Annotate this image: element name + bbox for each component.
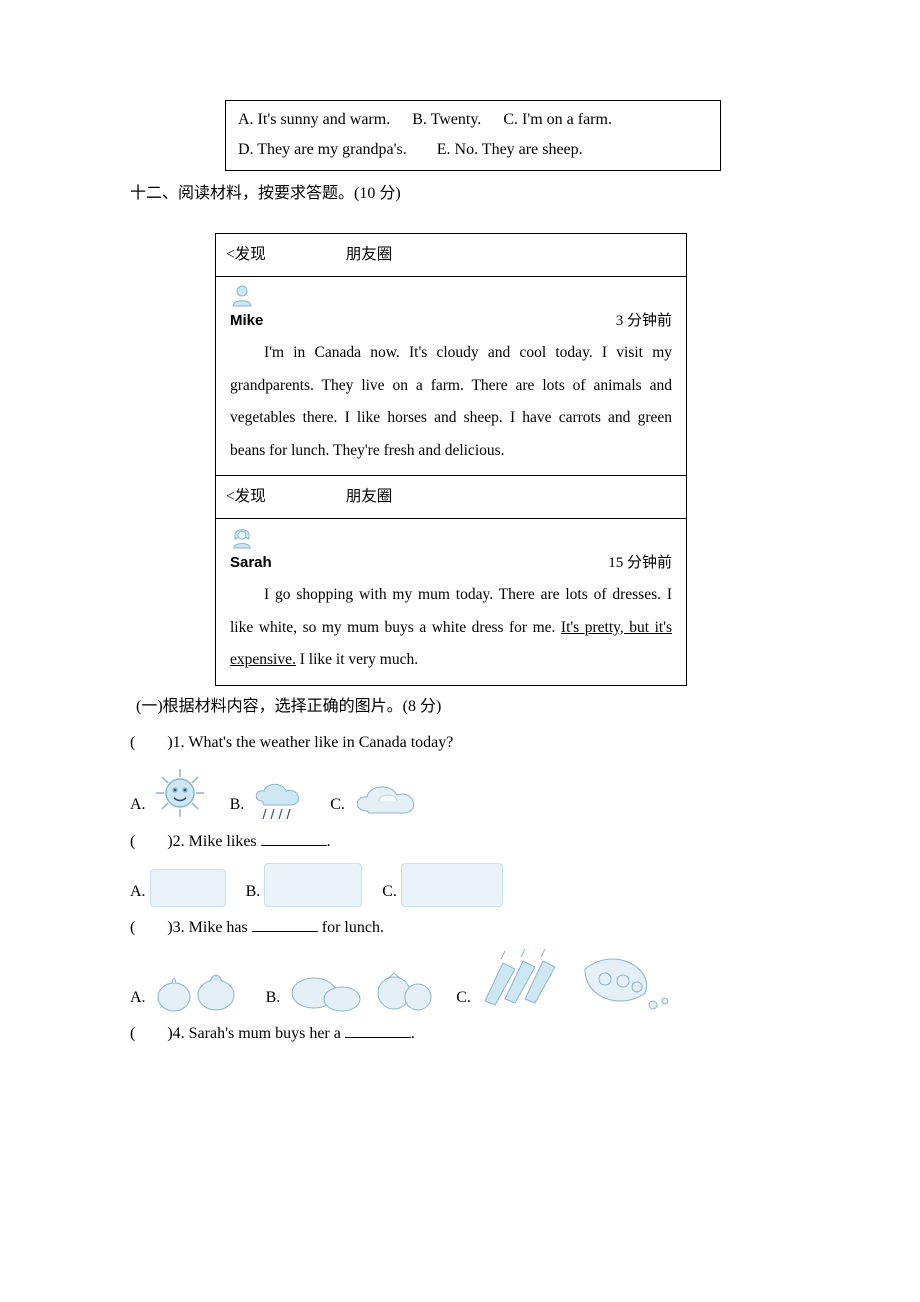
q1-opt-b-label: B. [230, 790, 245, 820]
option-a: A. It's sunny and warm. [238, 105, 390, 135]
q3-opt-a[interactable]: A. [130, 961, 246, 1013]
q3-opt-b-label: B. [266, 983, 281, 1013]
q2-opt-a-label: A. [130, 877, 146, 907]
moments-box: <发现 朋友圈 Mike 3 分钟前 I'm in Canada now. It… [215, 233, 687, 686]
horses-sheep-icon [150, 869, 226, 907]
hens-cows-icon [401, 863, 503, 907]
section-12-heading: 十二、阅读材料，按要求答题。(10 分) [130, 179, 790, 209]
post-sarah-top: Sarah 15 分钟前 [230, 525, 672, 578]
q3-opt-c-label: C. [456, 983, 471, 1013]
q2-opt-c[interactable]: C. [382, 863, 503, 907]
q2-prefix: ( )2. Mike likes [130, 833, 261, 850]
post-mike-top: Mike 3 分钟前 [230, 283, 672, 336]
post-time-sarah: 15 分钟前 [608, 549, 672, 578]
option-b: B. Twenty. [412, 105, 481, 135]
q1-opt-c[interactable]: C. [330, 781, 425, 821]
q3-opt-b[interactable]: B. [266, 959, 437, 1013]
post-body-sarah: I go shopping with my mum today. There a… [230, 579, 672, 677]
potato-tomato-icon [284, 959, 436, 1013]
discover-label-2: <发现 [226, 482, 266, 511]
q1-opt-a[interactable]: A. [130, 765, 210, 821]
q4-blank[interactable] [345, 1023, 411, 1038]
post-text-mike: I'm in Canada now. It's cloudy and cool … [230, 344, 672, 459]
rain-cloud-icon [248, 779, 310, 821]
q1-options-row: A. B. C. [130, 765, 790, 821]
q3-opt-a-label: A. [130, 983, 146, 1013]
post-name-sarah: Sarah [230, 549, 272, 578]
q1-text: ( )1. What's the weather like in Canada … [130, 734, 453, 751]
question-2: ( )2. Mike likes . [130, 827, 790, 857]
q2-opt-b[interactable]: B. [246, 863, 363, 907]
sun-icon [150, 765, 210, 821]
q4-prefix: ( )4. Sarah's mum buys her a [130, 1025, 345, 1042]
q2-opt-a[interactable]: A. [130, 869, 226, 907]
q2-suffix: . [327, 833, 331, 850]
question-4: ( )4. Sarah's mum buys her a . [130, 1019, 790, 1049]
moments-header-1: <发现 朋友圈 [216, 234, 686, 276]
options-row-2: D. They are my grandpa's. E. No. They ar… [238, 135, 708, 165]
post-sarah: Sarah 15 分钟前 I go shopping with my mum t… [216, 519, 686, 685]
option-c: C. I'm on a farm. [503, 105, 612, 135]
garlic-onion-icon [150, 961, 246, 1013]
post-name-mike: Mike [230, 307, 263, 336]
q1-opt-a-label: A. [130, 790, 146, 820]
post-mike: Mike 3 分钟前 I'm in Canada now. It's cloud… [216, 277, 686, 476]
question-3: ( )3. Mike has for lunch. [130, 913, 790, 943]
q3-opt-c[interactable]: C. [456, 949, 671, 1013]
q1-opt-b[interactable]: B. [230, 779, 311, 821]
girl-avatar-icon [230, 525, 254, 549]
q2-options-row: A. B. C. [130, 863, 790, 907]
question-1: ( )1. What's the weather like in Canada … [130, 728, 790, 758]
q3-suffix: for lunch. [318, 919, 384, 936]
option-d: D. They are my grandpa's. [238, 135, 407, 165]
carrot-beans-icon [475, 949, 671, 1013]
discover-label: <发现 [226, 240, 266, 269]
part-1-heading: (一)根据材料内容，选择正确的图片。(8 分) [136, 692, 790, 722]
q2-blank[interactable] [261, 830, 327, 845]
moments-header-2: <发现 朋友圈 [216, 475, 686, 518]
q3-prefix: ( )3. Mike has [130, 919, 252, 936]
avatar-block-sarah: Sarah [230, 525, 272, 578]
q2-opt-b-label: B. [246, 877, 261, 907]
horses-cows-icon [264, 863, 362, 907]
q3-blank[interactable] [252, 917, 318, 932]
q1-opt-c-label: C. [330, 790, 345, 820]
avatar-block-mike: Mike [230, 283, 263, 336]
q3-options-row: A. B. C. [130, 949, 790, 1013]
post-time-mike: 3 分钟前 [616, 307, 672, 336]
boy-avatar-icon [230, 283, 254, 307]
option-e: E. No. They are sheep. [437, 135, 583, 165]
options-row-1: A. It's sunny and warm. B. Twenty. C. I'… [238, 105, 708, 135]
moments-circle-label: 朋友圈 [346, 240, 393, 269]
post-body-mike: I'm in Canada now. It's cloudy and cool … [230, 337, 672, 467]
post-text-sarah-suffix: I like it very much. [296, 651, 418, 668]
q4-suffix: . [411, 1025, 415, 1042]
moments-circle-label-2: 朋友圈 [346, 482, 393, 511]
cloud-icon [349, 781, 425, 821]
answer-options-box: A. It's sunny and warm. B. Twenty. C. I'… [225, 100, 721, 171]
q2-opt-c-label: C. [382, 877, 397, 907]
